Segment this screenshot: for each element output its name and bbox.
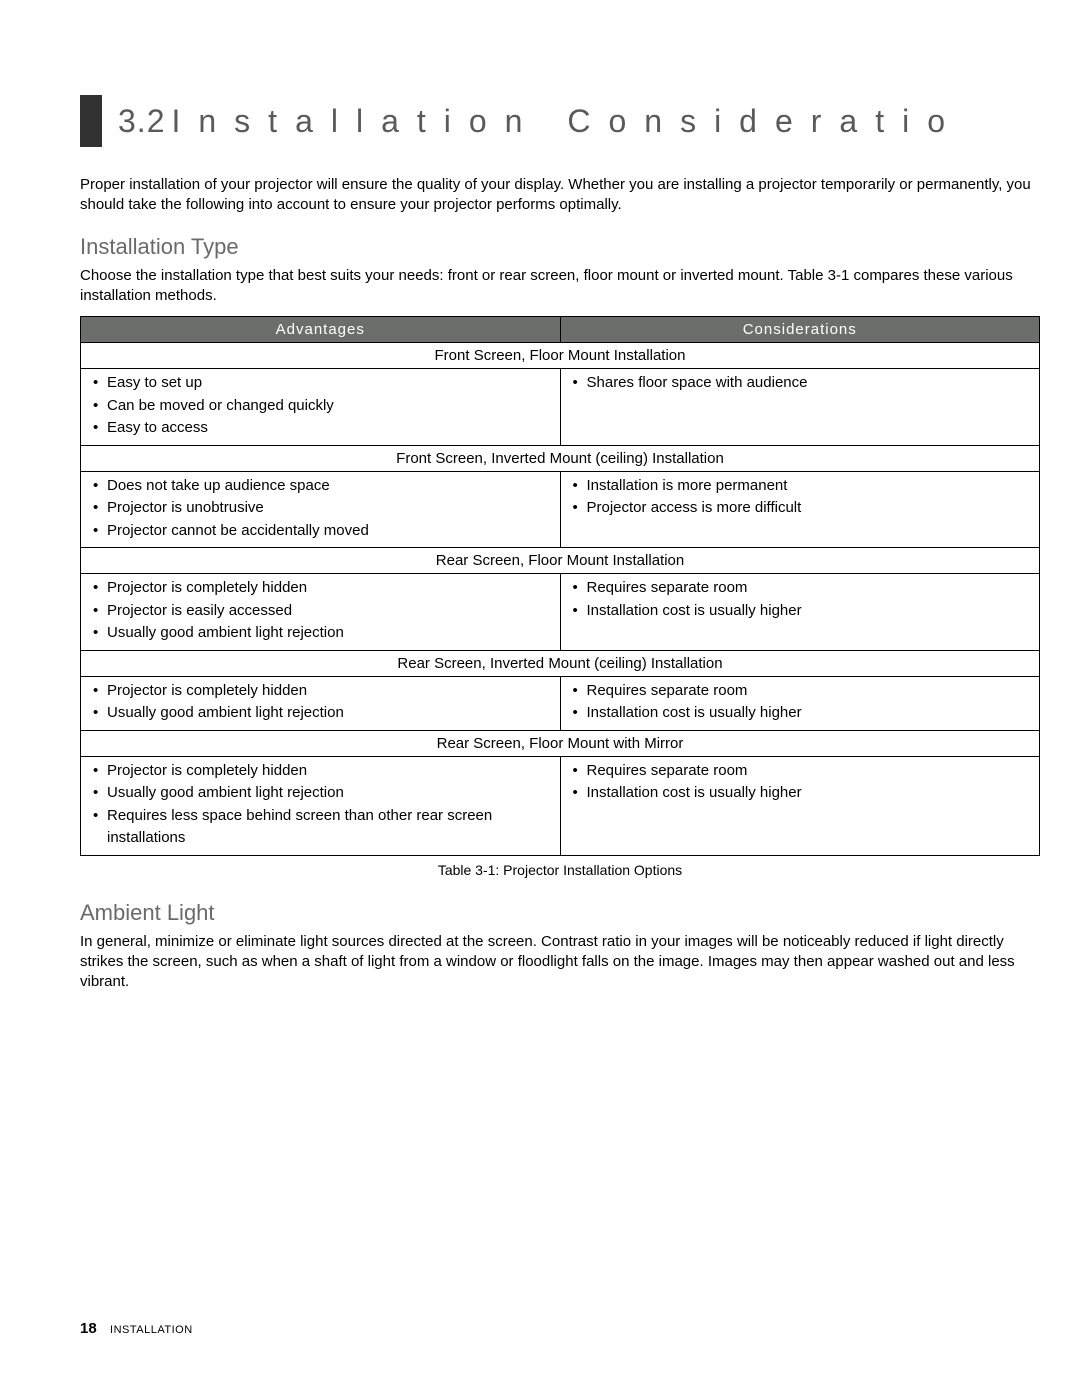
table-advantages-cell: Easy to set upCan be moved or changed qu… (81, 369, 561, 446)
ambient-light-heading: Ambient Light (80, 900, 1040, 926)
page: 3.2 Installation Consideratio Proper ins… (0, 0, 1080, 1397)
page-number: 18 (80, 1320, 97, 1337)
list-item: Shares floor space with audience (571, 372, 1030, 395)
installation-table: Advantages Considerations Front Screen, … (80, 316, 1040, 856)
list-item: Requires separate room (571, 680, 1030, 703)
footer-section: INSTALLATION (110, 1324, 193, 1336)
table-category-row: Rear Screen, Inverted Mount (ceiling) In… (81, 650, 1040, 676)
ambient-light-desc: In general, minimize or eliminate light … (80, 932, 1040, 993)
page-footer: 18 INSTALLATION (80, 1320, 193, 1337)
list-item: Can be moved or changed quickly (91, 395, 550, 418)
section-number: 3.2 (118, 103, 165, 140)
list-item: Projector is completely hidden (91, 680, 550, 703)
list-item: Easy to set up (91, 372, 550, 395)
list-item: Requires separate room (571, 760, 1030, 783)
list-item: Projector access is more difficult (571, 497, 1030, 520)
list-item: Usually good ambient light rejection (91, 782, 550, 805)
table-considerations-cell: Requires separate roomInstallation cost … (560, 676, 1040, 730)
list-item: Easy to access (91, 417, 550, 440)
table-considerations-cell: Requires separate roomInstallation cost … (560, 574, 1040, 651)
list-item: Projector is completely hidden (91, 760, 550, 783)
table-head-considerations: Considerations (560, 317, 1040, 343)
list-item: Projector cannot be accidentally moved (91, 520, 550, 543)
installation-type-heading: Installation Type (80, 234, 1040, 260)
list-item: Installation is more permanent (571, 475, 1030, 498)
section-bar-icon (80, 95, 102, 147)
list-item: Requires separate room (571, 577, 1030, 600)
table-head-advantages: Advantages (81, 317, 561, 343)
list-item: Projector is unobtrusive (91, 497, 550, 520)
section-header: 3.2 Installation Consideratio (80, 95, 1040, 147)
table-category-row: Front Screen, Floor Mount Installation (81, 343, 1040, 369)
section-title: Installation Consideratio (171, 103, 963, 140)
table-advantages-cell: Projector is completely hiddenUsually go… (81, 756, 561, 855)
table-advantages-cell: Projector is completely hiddenProjector … (81, 574, 561, 651)
table-category-row: Front Screen, Inverted Mount (ceiling) I… (81, 445, 1040, 471)
list-item: Projector is easily accessed (91, 600, 550, 623)
list-item: Does not take up audience space (91, 475, 550, 498)
table-considerations-cell: Shares floor space with audience (560, 369, 1040, 446)
table-caption: Table 3-1: Projector Installation Option… (80, 862, 1040, 878)
list-item: Requires less space behind screen than o… (91, 805, 550, 850)
intro-paragraph: Proper installation of your projector wi… (80, 175, 1040, 216)
list-item: Projector is completely hidden (91, 577, 550, 600)
list-item: Installation cost is usually higher (571, 702, 1030, 725)
table-considerations-cell: Installation is more permanentProjector … (560, 471, 1040, 548)
installation-type-desc: Choose the installation type that best s… (80, 266, 1040, 307)
list-item: Usually good ambient light rejection (91, 702, 550, 725)
table-advantages-cell: Projector is completely hiddenUsually go… (81, 676, 561, 730)
list-item: Usually good ambient light rejection (91, 622, 550, 645)
table-advantages-cell: Does not take up audience spaceProjector… (81, 471, 561, 548)
table-considerations-cell: Requires separate roomInstallation cost … (560, 756, 1040, 855)
table-category-row: Rear Screen, Floor Mount Installation (81, 548, 1040, 574)
list-item: Installation cost is usually higher (571, 782, 1030, 805)
table-category-row: Rear Screen, Floor Mount with Mirror (81, 730, 1040, 756)
list-item: Installation cost is usually higher (571, 600, 1030, 623)
